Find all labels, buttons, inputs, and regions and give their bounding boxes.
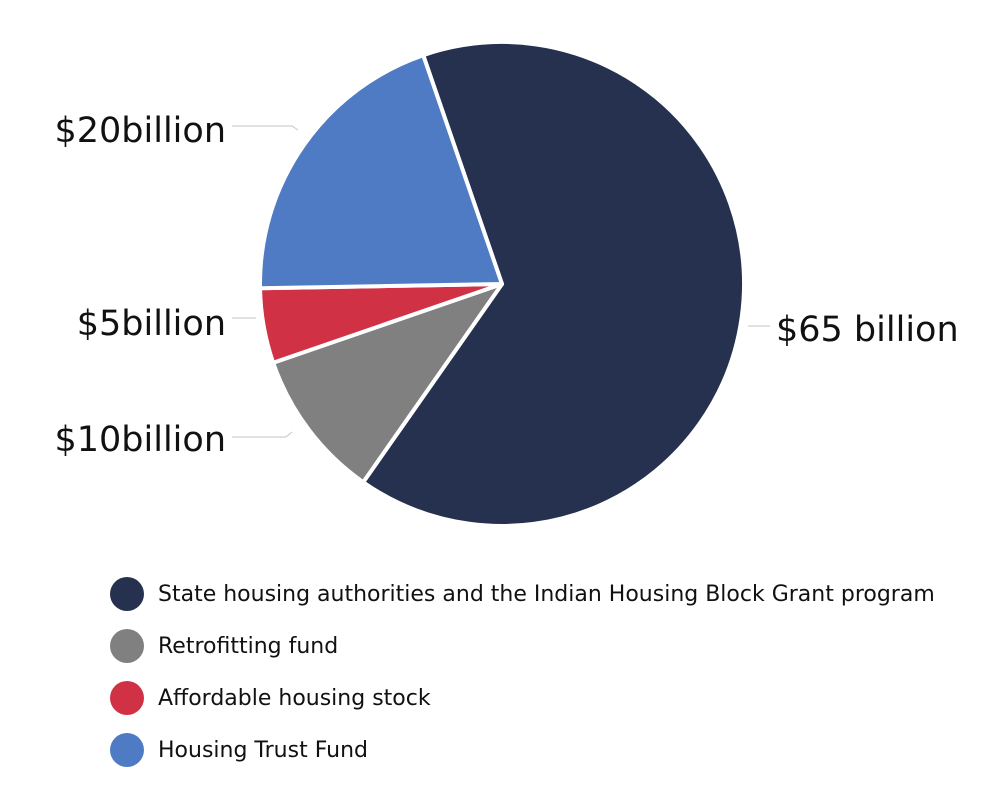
data-label: $10billion xyxy=(54,420,226,460)
data-label: $5billion xyxy=(77,304,226,344)
legend-item: State housing authorities and the Indian… xyxy=(110,568,935,620)
legend-swatch-icon xyxy=(110,681,144,715)
legend-swatch-icon xyxy=(110,577,144,611)
legend-item: Housing Trust Fund xyxy=(110,724,935,776)
legend-item: Affordable housing stock xyxy=(110,672,935,724)
data-label: $20billion xyxy=(54,111,226,151)
data-label: $65 billion xyxy=(776,310,959,350)
pie-slice xyxy=(361,40,746,528)
leader-line xyxy=(232,431,293,438)
legend-item: Retrofitting fund xyxy=(110,620,935,672)
legend-swatch-icon xyxy=(110,733,144,767)
legend-label: State housing authorities and the Indian… xyxy=(158,581,935,607)
leader-line xyxy=(232,125,299,131)
pie-chart: $65 billion $10billion $5billion $20billion xyxy=(54,40,959,528)
legend-label: Retrofitting fund xyxy=(158,633,339,659)
legend: State housing authorities and the Indian… xyxy=(110,568,935,776)
legend-label: Housing Trust Fund xyxy=(158,737,368,763)
pie-slice xyxy=(258,53,504,291)
legend-label: Affordable housing stock xyxy=(158,685,431,711)
pie-slice xyxy=(271,282,504,485)
legend-swatch-icon xyxy=(110,629,144,663)
